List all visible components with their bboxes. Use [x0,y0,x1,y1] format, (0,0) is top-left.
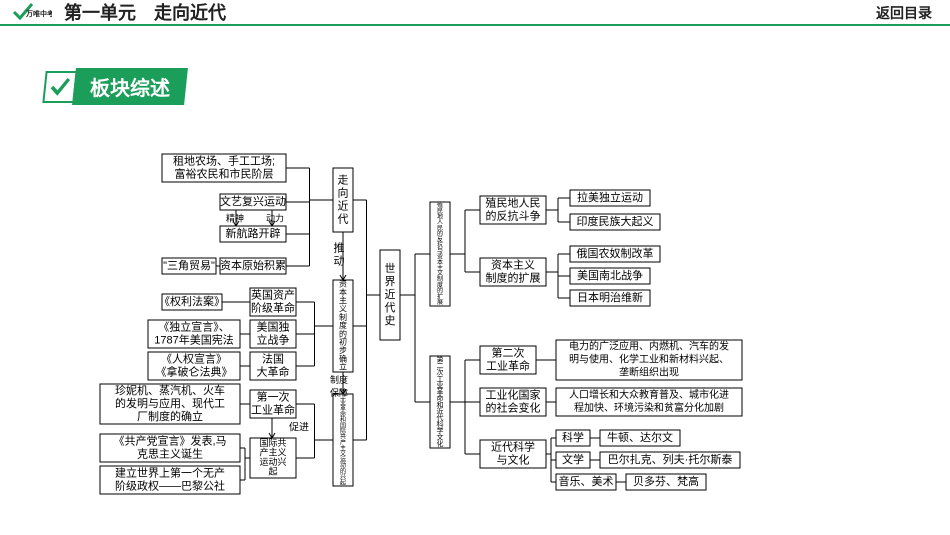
svg-text:向: 向 [338,185,349,199]
svg-text:世: 世 [385,262,396,275]
svg-text:制度的扩展: 制度的扩展 [486,270,541,284]
svg-text:1787年美国宪法: 1787年美国宪法 [154,332,233,346]
svg-text:文艺复兴运动: 文艺复兴运动 [220,194,286,208]
svg-text:运动兴: 运动兴 [259,457,286,467]
svg-text:的发明与应用、现代工: 的发明与应用、现代工 [115,396,225,410]
svg-text:贝多芬、梵高: 贝多芬、梵高 [633,474,699,488]
svg-text:资本主义: 资本主义 [491,257,535,271]
svg-text:程加快、环境污染和贫富分化加剧: 程加快、环境污染和贫富分化加剧 [574,401,724,414]
svg-text:大革命: 大革命 [257,364,290,378]
svg-text:制度: 制度 [330,374,348,385]
svg-text:明与使用、化学工业和新材料兴起、: 明与使用、化学工业和新材料兴起、 [569,353,729,366]
svg-text:工业革命: 工业革命 [486,358,530,372]
svg-text:《共产党宣言》发表,马: 《共产党宣言》发表,马 [113,433,226,447]
svg-text:巴尔扎克、列夫·托尔斯泰: 巴尔扎克、列夫·托尔斯泰 [608,452,733,466]
svg-text:人口增长和大众教育普及、城市化进: 人口增长和大众教育普及、城市化进 [569,388,729,401]
svg-text:建立世界上第一个无产: 建立世界上第一个无产 [115,465,225,479]
svg-text:产主义: 产主义 [259,447,286,458]
svg-text:展: 展 [437,299,443,306]
svg-text:保障: 保障 [330,387,348,398]
svg-text:科学: 科学 [562,430,584,444]
svg-text:文学: 文学 [562,452,584,466]
svg-text:第二次: 第二次 [492,345,525,359]
svg-text:史: 史 [385,314,396,327]
svg-text:《拿破仑法典》: 《拿破仑法典》 [156,364,233,378]
svg-text:日本明治维新: 日本明治维新 [577,290,643,304]
svg-text:租地农场、手工工场;: 租地农场、手工工场; [173,153,275,167]
svg-text:与文化: 与文化 [497,452,530,466]
svg-text:资本原始积累: 资本原始积累 [220,258,286,272]
svg-text:殖民地人民: 殖民地人民 [486,196,541,209]
svg-text:垄断组织出现: 垄断组织出现 [619,366,679,379]
svg-text:近: 近 [385,288,396,301]
svg-text:英国资产: 英国资产 [251,287,295,301]
svg-text:精神: 精神 [226,212,244,223]
svg-text:美国南北战争: 美国南北战争 [577,268,643,282]
svg-text:动: 动 [334,254,345,267]
svg-text:音乐、美术: 音乐、美术 [559,474,614,488]
svg-text:促进: 促进 [289,421,309,434]
svg-text:富裕农民和市民阶层: 富裕农民和市民阶层 [175,166,274,180]
svg-text:的社会变化: 的社会变化 [486,400,541,414]
svg-text:的反抗斗争: 的反抗斗争 [486,208,541,222]
svg-text:代: 代 [338,212,349,225]
svg-text:法国: 法国 [262,351,284,365]
svg-text:《独立宣言》、: 《独立宣言》、 [158,319,230,333]
svg-text:起: 起 [340,478,346,486]
svg-text:新航路开辟: 新航路开辟 [226,226,281,240]
svg-text:近: 近 [338,199,349,212]
svg-text:立: 立 [339,362,347,372]
svg-text:工业革命: 工业革命 [251,402,295,416]
svg-text:阶级政权——巴黎公社: 阶级政权——巴黎公社 [115,478,225,492]
svg-text:拉美独立运动: 拉美独立运动 [577,190,643,204]
svg-text:《人权宣言》: 《人权宣言》 [161,351,227,365]
svg-text:"三角贸易": "三角贸易" [163,259,215,272]
svg-text:国际共: 国际共 [259,438,286,448]
svg-text:阶级革命: 阶级革命 [251,300,295,314]
svg-text:推: 推 [334,240,345,254]
svg-text:立战争: 立战争 [257,332,290,346]
svg-text:化: 化 [437,439,444,448]
svg-text:厂制度的确立: 厂制度的确立 [137,409,203,423]
svg-text:代: 代 [385,301,396,314]
svg-text:电力的广泛应用、内燃机、汽车的发: 电力的广泛应用、内燃机、汽车的发 [569,340,729,353]
svg-text:界: 界 [385,275,396,288]
svg-text:工业化国家: 工业化国家 [486,387,541,401]
svg-text:动力: 动力 [266,212,284,223]
svg-text:俄国农奴制改革: 俄国农奴制改革 [577,246,654,260]
svg-text:珍妮机、蒸汽机、火车: 珍妮机、蒸汽机、火车 [115,383,225,397]
svg-text:牛顿、达尔文: 牛顿、达尔文 [607,430,673,444]
concept-map: 世界近代史走向近代资本主义制度的初步确立工业革命和国际共产主义运动的兴起推动制度… [0,0,950,535]
svg-text:克思主义诞生: 克思主义诞生 [137,446,203,460]
svg-text:《权利法案》: 《权利法案》 [159,294,225,308]
svg-text:走: 走 [338,173,349,186]
svg-text:近代科学: 近代科学 [491,439,535,453]
svg-text:美国独: 美国独 [257,320,290,333]
svg-text:第一次: 第一次 [257,389,290,403]
svg-text:起: 起 [268,467,277,477]
svg-text:印度民族大起义: 印度民族大起义 [577,214,654,228]
